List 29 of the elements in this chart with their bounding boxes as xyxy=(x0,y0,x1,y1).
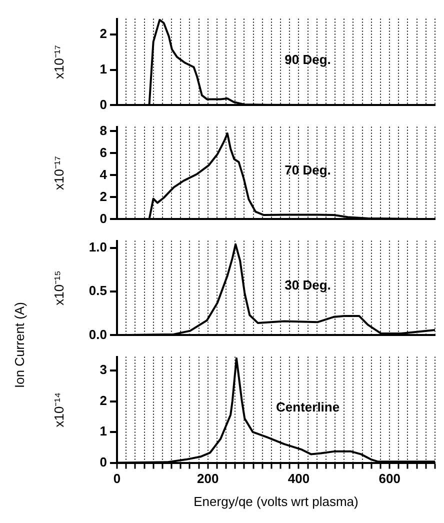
x-tick-label: 200 xyxy=(197,471,219,486)
y-tick-label: 0.0 xyxy=(88,326,107,342)
y-tick-label: 0 xyxy=(100,210,107,226)
y-tick-label: 1 xyxy=(100,424,107,439)
y-tick-label: 4 xyxy=(100,166,108,182)
y-axis-title: x10⁻¹⁵ xyxy=(51,270,66,306)
text: Ion Current (A) xyxy=(12,301,27,388)
annotation: Centerline xyxy=(276,399,340,414)
annotation: 90 Deg. xyxy=(284,52,331,67)
y-tick-label: 3 xyxy=(100,362,107,378)
x-tick-label: 0 xyxy=(113,471,121,486)
annotation: 70 Deg. xyxy=(284,162,331,178)
x-tick-label: 600 xyxy=(378,471,400,486)
annotation: 30 Deg. xyxy=(284,278,331,293)
y-tick-label: 0.5 xyxy=(88,283,107,298)
y-tick-label: 1 xyxy=(100,62,107,77)
y-tick-label: 6 xyxy=(100,144,107,160)
y-tick-label: 0 xyxy=(100,96,107,112)
y-axis-title: x10⁻¹⁷ xyxy=(51,156,66,190)
x-tick-label: 400 xyxy=(288,471,310,486)
y-tick-label: 2 xyxy=(100,26,107,42)
y-tick-label: 0 xyxy=(100,454,107,470)
y-tick-label: 8 xyxy=(100,122,107,138)
y-tick-label: 1.0 xyxy=(88,239,107,254)
x-axis-title: Energy/qe (volts wrt plasma) xyxy=(194,494,358,509)
y-axis-title: x10⁻¹⁴ xyxy=(51,392,66,428)
y-axis-title: x10⁻¹⁷ xyxy=(51,44,66,79)
y-tick-label: 2 xyxy=(100,392,107,408)
y-tick-label: 2 xyxy=(100,188,107,204)
